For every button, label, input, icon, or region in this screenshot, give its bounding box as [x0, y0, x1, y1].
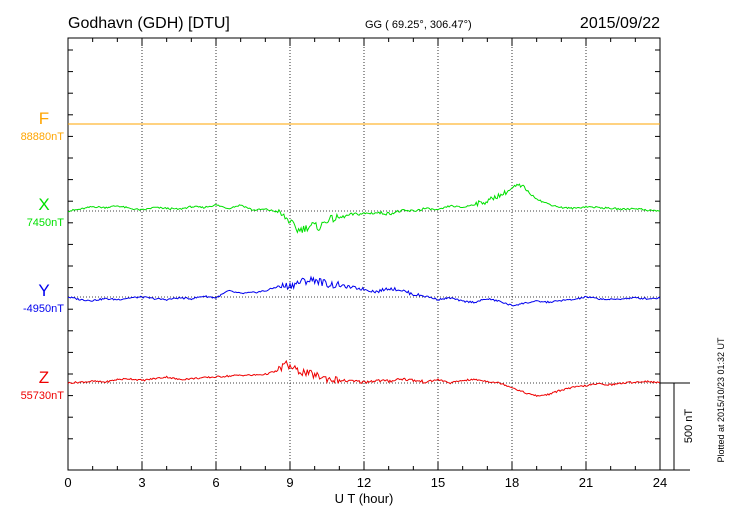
series-y-line [68, 275, 661, 307]
axis-ticks [67, 38, 661, 470]
x-tick-label: 24 [653, 475, 667, 490]
data-series [67, 123, 661, 397]
component-f-label: F [39, 109, 49, 128]
component-f-baseline: 88880nT [21, 131, 65, 143]
vertical-gridlines [141, 38, 587, 470]
x-tick-label: 6 [212, 475, 219, 490]
x-tick-label: 15 [431, 475, 445, 490]
component-labels: F 88880nT X 7450nT Y -4950nT Z 55730nT [21, 109, 65, 402]
x-tick-label: 0 [64, 475, 71, 490]
component-y-baseline: -4950nT [23, 303, 64, 315]
component-z-label: Z [39, 368, 49, 387]
x-tick-label: 3 [138, 475, 145, 490]
scale-bar-label: 500 nT [683, 409, 695, 444]
series-x-line [67, 183, 661, 234]
scale-bar: 500 nT [660, 382, 695, 471]
series-z-line [67, 359, 661, 397]
plotted-at-note: Plotted at 2015/10/23 01:32 UT [716, 337, 726, 463]
x-tick-label: 21 [579, 475, 593, 490]
x-tick-label: 12 [357, 475, 371, 490]
component-x-label: X [38, 195, 49, 214]
x-tick-label: 9 [286, 475, 293, 490]
component-y-label: Y [38, 281, 49, 300]
date-label: 2015/09/22 [580, 15, 660, 32]
station-title: Godhavn (GDH) [DTU] [68, 15, 230, 32]
x-tick-labels: 0 3 6 9 12 15 18 21 24 [64, 475, 667, 490]
coordinates-label: GG ( 69.25°, 306.47°) [365, 19, 472, 31]
x-tick-label: 18 [505, 475, 519, 490]
x-axis-label: U T (hour) [335, 491, 394, 506]
component-x-baseline: 7450nT [27, 217, 65, 229]
component-z-baseline: 55730nT [21, 390, 65, 402]
